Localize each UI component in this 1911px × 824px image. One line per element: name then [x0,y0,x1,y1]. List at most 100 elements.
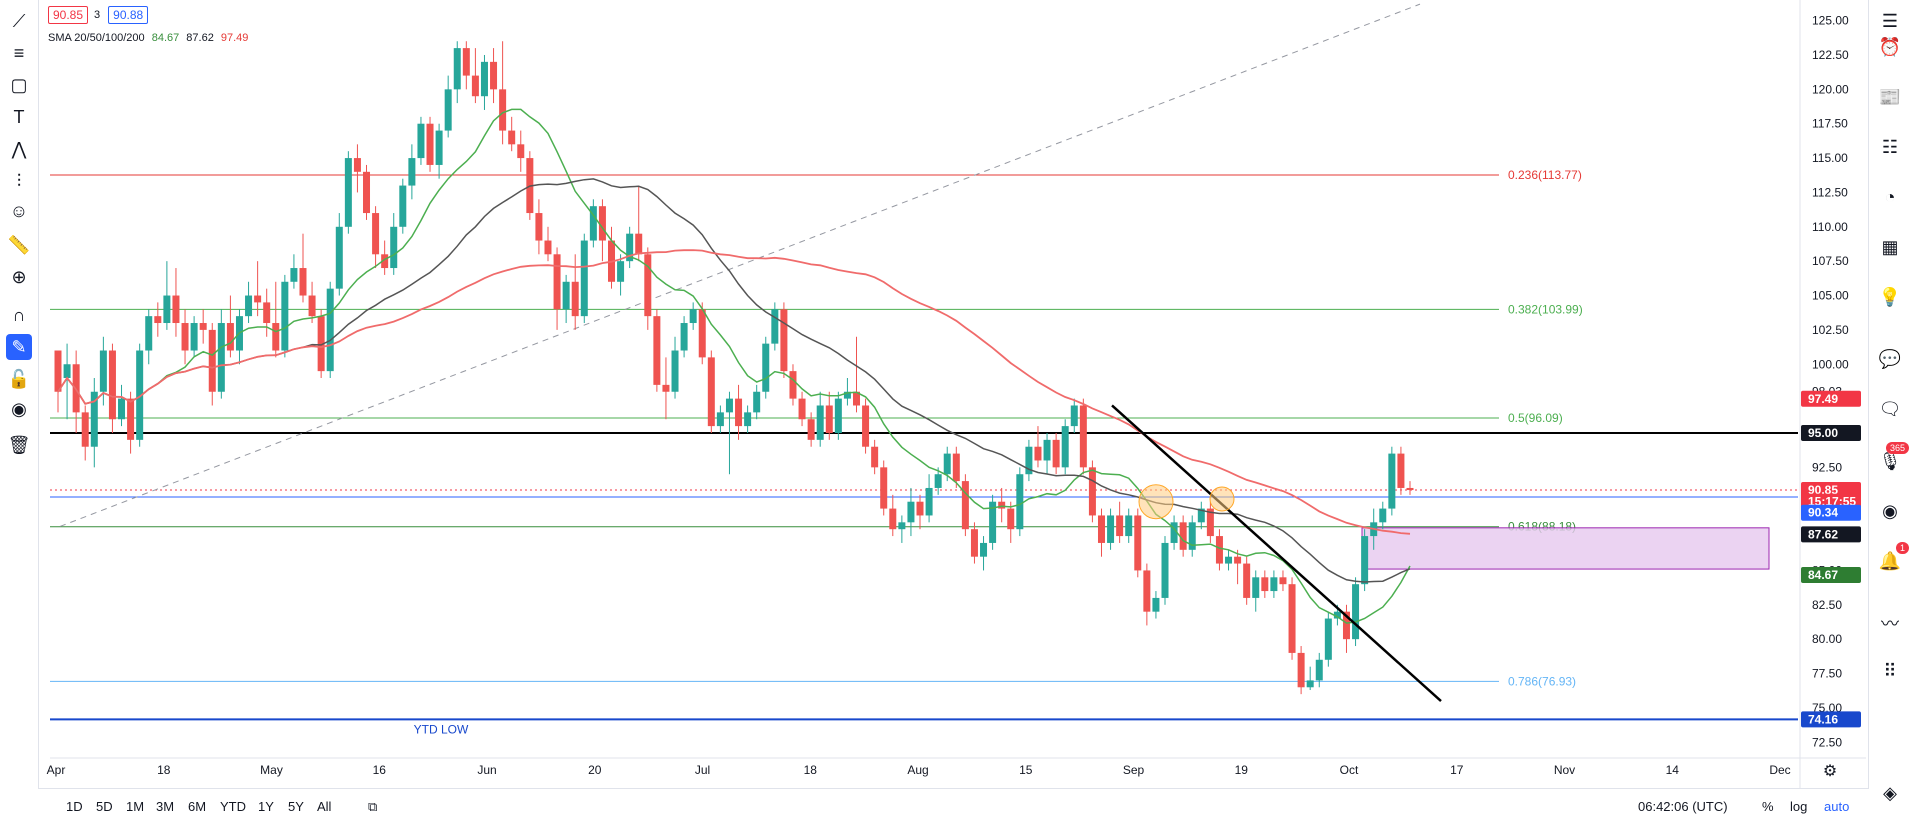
candle-body [108,350,116,420]
notifications-icon[interactable]: 🔔 1 [1877,542,1909,574]
measure-icon[interactable]: ⫶ [16,170,22,191]
x-tick-label: Sep [1123,763,1145,777]
candle-body [1315,659,1323,681]
range-1m[interactable]: 1M [126,799,145,814]
candle-body [780,309,788,372]
text-icon[interactable]: T [13,106,25,127]
drawing-toolbar: ⟋ ≡ ▢ T ⋀ ⫶ ☺ 📏 ⊕ ∩ ✎ 🔓 ◉ 🗑 [0,0,39,824]
ranks-icon[interactable]: ⠿ [1883,660,1897,681]
price-chart[interactable]: 72.5075.0077.5080.0082.5085.0087.5090.00… [0,0,1911,790]
price-label-box [1801,566,1861,583]
candle-body [571,281,579,317]
candle-body [862,405,870,447]
price-label-text: 87.62 [1808,527,1838,541]
ruler-icon[interactable]: 📏 [7,234,31,255]
candle-body [1043,439,1051,461]
ask-price[interactable]: 90.88 [108,6,149,24]
settings-gear-icon[interactable]: ⚙ [1823,763,1837,780]
news-icon[interactable]: 📰 [1878,86,1902,107]
bid-price[interactable]: 90.85 [48,6,89,24]
calendar-icon[interactable]: ▦ [1881,236,1899,257]
candle-body [1061,426,1069,468]
x-tick-label: 20 [588,763,602,777]
candle-body [154,316,162,324]
x-tick-label: Jun [477,763,496,777]
clock-time[interactable]: 06:42:06 (UTC) [1638,799,1728,814]
range-ytd[interactable]: YTD [220,799,246,814]
candle-body [635,233,643,255]
candle-body [63,364,71,378]
watchlist-icon[interactable]: ☰ [1881,10,1899,31]
candle-body [825,405,833,433]
messages-icon[interactable]: 🗨 [1878,398,1902,419]
candle-body [1116,515,1124,537]
candle-body [880,467,888,509]
candle-body [553,254,561,310]
horizontal-lines-icon[interactable]: ≡ [13,42,25,63]
y-tick-label: 75.00 [1812,701,1842,715]
candle-body [281,281,289,351]
candle-body [1143,570,1151,612]
date-range-icon[interactable]: ⧉ [368,799,378,814]
chat-icon[interactable]: 💬 [1878,348,1902,369]
eye-icon[interactable]: ◉ [11,398,27,419]
magnet-icon[interactable]: ∩ [12,304,26,325]
candle-body [580,240,588,317]
candle-body [1034,446,1042,461]
candle-body [744,412,752,427]
candle-body [589,206,597,241]
y-tick-label: 80.00 [1812,632,1842,646]
ytd-low-label: YTD LOW [414,722,469,736]
x-tick-label: Jul [695,763,710,777]
candle-body [1397,453,1405,488]
candle-body [626,233,634,262]
percent-toggle[interactable]: % [1762,799,1774,814]
x-tick-label: 18 [804,763,818,777]
pattern-icon[interactable]: ⋀ [11,138,27,159]
ideas-icon[interactable]: 💡 [1878,286,1902,307]
trash-icon[interactable]: 🗑 [7,434,31,455]
alarm-icon[interactable]: ⏰ [1878,36,1902,57]
range-5d[interactable]: 5D [96,799,113,814]
range-6m[interactable]: 6M [188,799,207,814]
candle-body [1406,487,1414,491]
candle-body [889,508,897,530]
pine-icon[interactable]: 〰 [1881,614,1899,634]
candle-body [1388,453,1396,509]
layers-icon[interactable]: ◈ [1883,782,1897,803]
candle-body [490,61,498,90]
lock-icon[interactable]: 🔓 [7,368,31,389]
y-tick-label: 122.50 [1812,48,1849,62]
range-1y[interactable]: 1Y [258,799,274,814]
candle-body [1052,439,1060,468]
stay-drawing-icon[interactable]: ✎ [6,334,32,360]
candle-body [1088,467,1096,516]
candle-body [435,130,443,165]
candle-body [172,295,180,324]
candle-body [317,316,325,372]
y-tick-label: 107.50 [1812,254,1849,268]
hotlist-icon[interactable]: ◔ [1884,186,1896,207]
range-1d[interactable]: 1D [66,799,83,814]
log-toggle[interactable]: log [1790,799,1808,814]
candle-body [644,254,652,317]
shapes-icon[interactable]: ▢ [10,74,28,95]
trend-line-icon[interactable]: ⟋ [12,10,26,31]
candle-body [1097,515,1105,543]
candle-body [426,123,434,165]
broadcast-icon[interactable]: ◉ [1882,500,1898,521]
candle-body [735,398,743,427]
emoji-icon[interactable]: ☺ [9,200,29,221]
range-5y[interactable]: 5Y [288,799,304,814]
range-all[interactable]: All [317,799,332,814]
data-window-icon[interactable]: ☷ [1881,136,1899,157]
candle-body [807,419,815,440]
stream-icon[interactable]: 🎙 365 [1877,442,1909,474]
range-3m[interactable]: 3M [156,799,175,814]
zoom-in-icon[interactable]: ⊕ [11,266,27,287]
candle-body [871,446,879,468]
candle-body [517,144,525,159]
candle-body [381,254,389,269]
auto-toggle[interactable]: auto [1824,799,1850,814]
sma-50-line [57,108,1411,624]
